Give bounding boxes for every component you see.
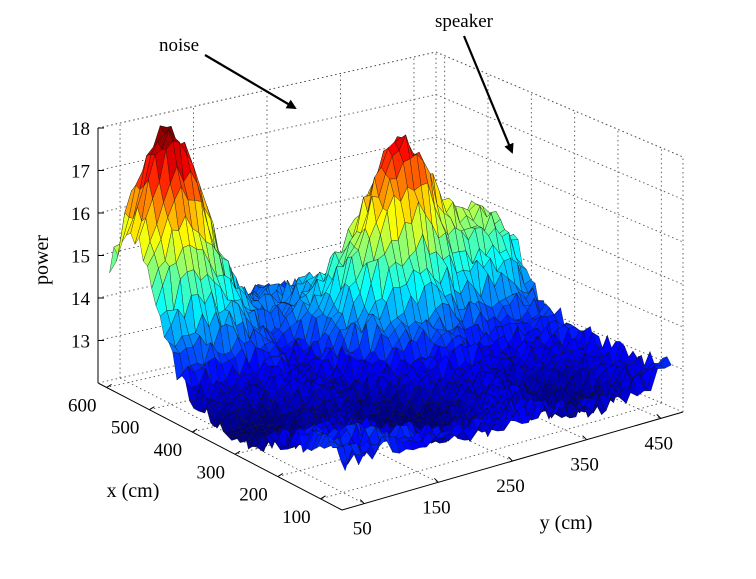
z-tick-label: 16: [71, 204, 90, 225]
x-tick-label: 300: [196, 462, 225, 483]
z-tick-label: 15: [71, 247, 90, 268]
y-tick-label: 50: [353, 519, 372, 540]
floor-gridline: [320, 402, 662, 500]
x-tick-label: 600: [68, 395, 97, 416]
y-tick-mark: [582, 435, 587, 441]
x-axis-title: x (cm): [107, 480, 160, 502]
y-tick-label: 350: [570, 455, 599, 476]
annotation-arrow-noise: [204, 54, 297, 110]
z-tick-label: 14: [71, 289, 91, 310]
y-tick-label: 150: [422, 497, 451, 518]
top-edge: [97, 51, 684, 158]
y-tick-mark: [656, 414, 662, 419]
x-tick-mark: [320, 495, 326, 500]
z-axis-title: power: [31, 235, 53, 285]
x-tick-mark: [149, 406, 155, 411]
x-tick-mark: [191, 428, 198, 433]
x-tick-label: 500: [111, 418, 140, 439]
y-tick-label: 250: [496, 476, 525, 497]
z-tick-label: 17: [71, 162, 90, 183]
x-axis-line: [97, 382, 343, 511]
y-axis-title: y (cm): [540, 512, 593, 534]
annotation-layer: [204, 35, 514, 154]
y-tick-mark: [359, 499, 365, 504]
z-tick-label: 18: [71, 119, 90, 140]
x-tick-label: 400: [154, 440, 183, 461]
y-tick-mark: [434, 477, 439, 483]
surface-layer: [109, 125, 672, 472]
annotation-noise: noise: [159, 35, 199, 56]
floor-gridline: [119, 377, 365, 505]
y-tick-mark: [508, 456, 513, 462]
x-tick-label: 200: [239, 485, 268, 506]
x-tick-label: 100: [282, 507, 311, 528]
x-tick-mark: [106, 384, 112, 388]
surface-patch: [340, 449, 353, 472]
x-tick-mark: [234, 450, 241, 455]
z-tick-label: 13: [71, 332, 90, 353]
x-tick-mark: [277, 473, 284, 478]
annotation-arrow-speaker: [462, 35, 514, 154]
y-tick-label: 450: [645, 433, 674, 454]
annotation-speaker: speaker: [435, 11, 494, 32]
floor-gridline: [106, 310, 445, 388]
tick-layer: 13 14 15 16 17 18 100 200 300 400 500 600 50 150 250 35…: [68, 119, 673, 540]
z-gridline: [97, 51, 684, 158]
